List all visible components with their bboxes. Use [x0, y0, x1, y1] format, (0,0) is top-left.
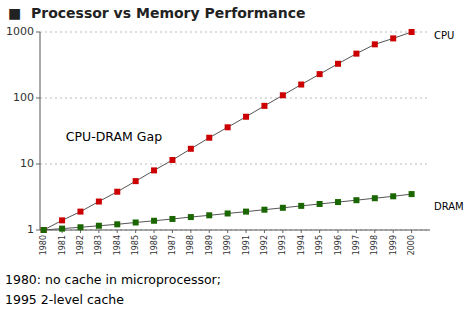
series-label: CPU: [434, 30, 454, 41]
x-tick-label: 1995: [315, 235, 324, 255]
marker: [353, 197, 359, 203]
x-tick-label: 1987: [168, 235, 177, 255]
marker: [206, 135, 212, 141]
y-axis: [40, 32, 41, 230]
x-tick-label: 1988: [186, 235, 195, 255]
marker: [225, 124, 231, 130]
marker: [261, 103, 267, 109]
x-axis: [40, 230, 430, 231]
marker: [280, 205, 286, 211]
marker: [298, 82, 304, 88]
series-line: [44, 194, 412, 230]
x-tick-label: 1982: [76, 235, 85, 255]
x-tick-label: 1984: [113, 235, 122, 255]
marker: [409, 29, 415, 35]
y-tick: [36, 230, 40, 231]
x-tick-label: 1992: [260, 235, 269, 255]
x-tick-label: 1998: [370, 235, 379, 255]
x-tick-label: 1989: [205, 235, 214, 255]
x-tick-label: 1986: [150, 235, 159, 255]
y-tick: [36, 164, 40, 165]
title: ■ Processor vs Memory Performance: [8, 5, 306, 21]
x-tick-label: 1999: [389, 235, 398, 255]
x-tick-label: 1981: [58, 235, 67, 255]
annotation: CPU-DRAM Gap: [66, 129, 162, 144]
y-tick-label: 1: [27, 223, 34, 236]
grid-line: [40, 98, 430, 99]
marker: [151, 167, 157, 173]
marker: [59, 226, 65, 232]
x-tick-label: 1993: [278, 235, 287, 255]
marker: [206, 212, 212, 218]
y-tick: [36, 32, 40, 33]
x-tick-label: 1994: [297, 235, 306, 255]
x-tick-label: 2000: [407, 235, 416, 255]
marker: [280, 92, 286, 98]
marker: [335, 61, 341, 67]
grid-line: [40, 32, 430, 33]
marker: [353, 51, 359, 57]
marker: [169, 216, 175, 222]
marker: [133, 219, 139, 225]
marker: [77, 224, 83, 230]
plot-data: [41, 29, 415, 233]
grid-line: [40, 230, 430, 231]
marker: [390, 193, 396, 199]
marker: [96, 223, 102, 229]
x-tick-label: 1996: [334, 235, 343, 255]
marker: [225, 210, 231, 216]
series-line: [44, 32, 412, 230]
marker: [390, 35, 396, 41]
y-tick-label: 1000: [6, 25, 34, 38]
x-tick-label: 1980: [39, 235, 48, 255]
marker: [243, 209, 249, 215]
x-tick-label: 1983: [94, 235, 103, 255]
marker: [372, 195, 378, 201]
marker: [96, 199, 102, 205]
y-tick: [36, 98, 40, 99]
footnote: 1995 2-level cache: [5, 292, 124, 307]
chart-container: ■ Processor vs Memory Performance 1 10 100 1…: [0, 0, 474, 318]
marker: [409, 191, 415, 197]
x-tick-label: 1997: [352, 235, 361, 255]
y-tick-label: 10: [20, 157, 34, 170]
marker: [372, 41, 378, 47]
marker: [169, 157, 175, 163]
grid-line: [40, 164, 430, 165]
marker: [243, 114, 249, 120]
marker: [133, 178, 139, 184]
marker: [114, 189, 120, 195]
grid: [40, 32, 430, 230]
footnote: 1980: no cache in microprocessor;: [5, 272, 221, 287]
marker: [188, 146, 194, 152]
marker: [41, 227, 47, 233]
y-tick-label: 100: [13, 91, 34, 104]
marker: [59, 217, 65, 223]
x-tick-label: 1990: [223, 235, 232, 255]
marker: [41, 227, 47, 233]
marker: [77, 209, 83, 215]
chart: ■ Processor vs Memory Performance 1 10 100 1…: [0, 0, 474, 318]
marker: [188, 214, 194, 220]
marker: [114, 221, 120, 227]
marker: [317, 201, 323, 207]
marker: [151, 218, 157, 224]
marker: [261, 207, 267, 213]
x-tick-label: 1985: [131, 235, 140, 255]
x-tick-label: 1991: [242, 235, 251, 255]
marker: [335, 199, 341, 205]
marker: [298, 203, 304, 209]
marker: [317, 71, 323, 77]
series-label: DRAM: [434, 201, 464, 212]
